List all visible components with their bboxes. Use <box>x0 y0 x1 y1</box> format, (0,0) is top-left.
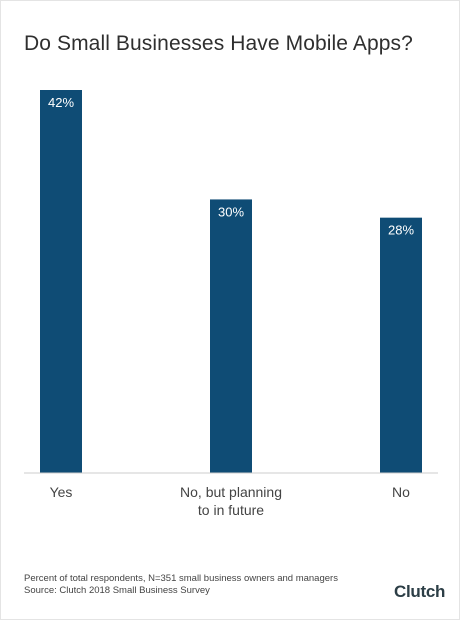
footnote: Percent of total respondents, N=351 smal… <box>24 573 338 597</box>
clutch-logo-text: Clutch <box>394 582 446 601</box>
category-label-line: No <box>392 484 410 500</box>
footnote-respondents: Percent of total respondents, N=351 smal… <box>24 573 338 584</box>
category-label-2: No, but planning to in future <box>180 484 282 518</box>
clutch-logo: Clutch <box>394 582 445 602</box>
footnote-source: Source: Clutch 2018 Small Business Surve… <box>24 585 210 596</box>
bar-chart: 42% 30% 28% Yes No, but planning to in futur… <box>24 90 438 518</box>
bar-value-label-1: 42% <box>48 95 74 110</box>
category-label-line: Yes <box>50 484 73 500</box>
category-label-line: to in future <box>198 502 264 518</box>
category-label-1: Yes <box>50 484 73 500</box>
category-label-line: No, but planning <box>180 484 282 500</box>
bar-2 <box>210 199 252 473</box>
bar-value-label-2: 30% <box>218 204 244 219</box>
bar-3 <box>380 217 422 473</box>
bar-value-label-3: 28% <box>388 223 414 238</box>
bar-1 <box>40 90 82 473</box>
chart-title: Do Small Businesses Have Mobile Apps? <box>24 32 413 55</box>
category-label-3: No <box>392 484 410 500</box>
